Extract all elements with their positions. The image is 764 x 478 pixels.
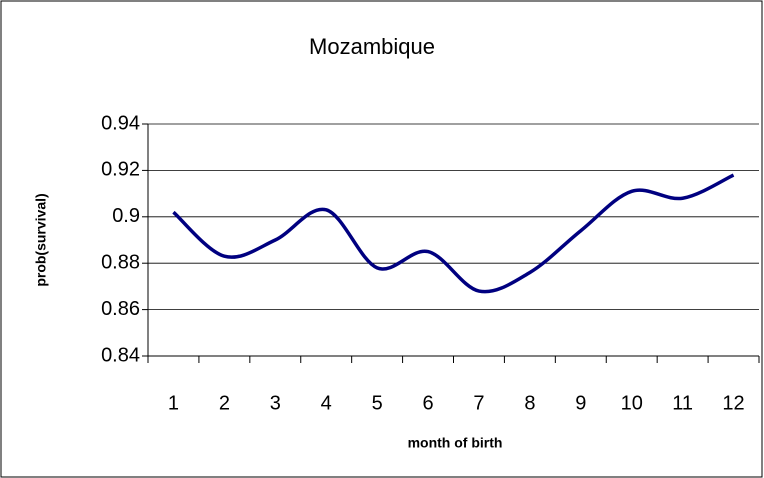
- x-tick-label: 9: [575, 392, 586, 414]
- x-axis-label: month of birth: [408, 435, 503, 451]
- y-tick-label: 0.92: [101, 159, 140, 181]
- x-tick-label: 1: [168, 392, 179, 414]
- chart-title: Mozambique: [309, 34, 435, 59]
- x-tick-label: 5: [372, 392, 383, 414]
- x-tick-label: 6: [422, 392, 433, 414]
- x-tick-label: 8: [524, 392, 535, 414]
- y-tick-label: 0.86: [101, 298, 140, 320]
- x-tick-label: 11: [672, 392, 693, 414]
- y-axis-label: prob(survival): [33, 193, 49, 286]
- y-tick-label: 0.88: [101, 251, 140, 273]
- x-tick-label: 12: [722, 392, 744, 414]
- y-tick-label: 0.84: [101, 344, 140, 366]
- x-tick-label: 3: [270, 392, 281, 414]
- y-tick-label: 0.9: [112, 205, 140, 227]
- x-tick-label: 7: [473, 392, 484, 414]
- x-tick-label: 4: [321, 392, 332, 414]
- series-line: [172, 173, 735, 294]
- x-tick-label: 10: [621, 392, 643, 414]
- y-tick-label: 0.94: [101, 112, 140, 134]
- x-tick-label: 2: [219, 392, 230, 414]
